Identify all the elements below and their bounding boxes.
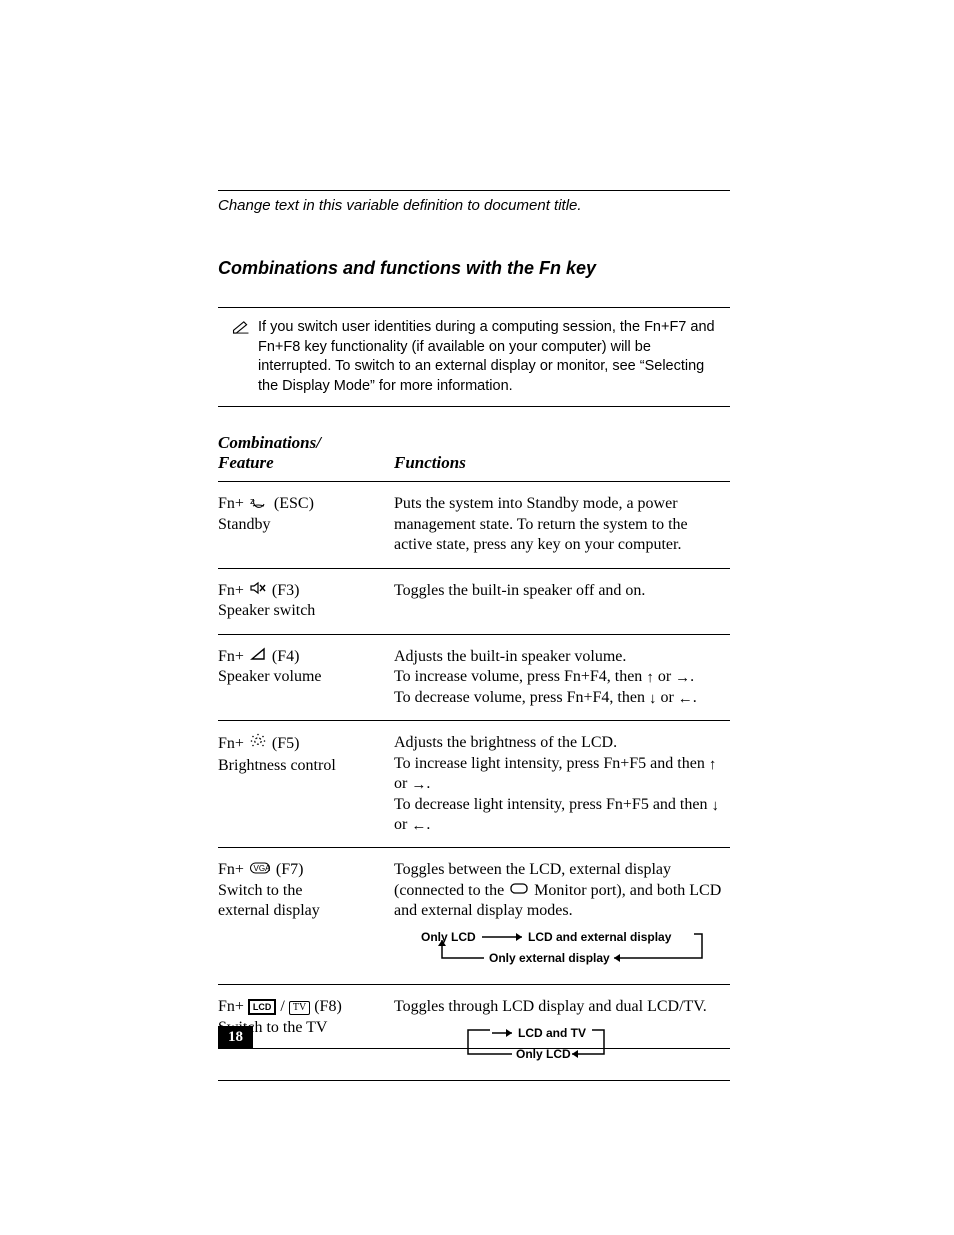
svg-text:LCD and external display: LCD and external display: [528, 930, 672, 944]
combo-cell: Fn+ (ESC) Standby: [218, 482, 394, 568]
section-title: Combinations and functions with the Fn k…: [218, 258, 730, 279]
note-box: If you switch user identities during a c…: [218, 307, 730, 407]
combo-cell: Fn+ (F4) Speaker volume: [218, 634, 394, 720]
arrow-right-icon: →: [411, 775, 426, 794]
monitor-port-icon: [510, 881, 528, 901]
func-cell: Toggles between the LCD, external displa…: [394, 848, 730, 985]
diagram-label: Only LCD: [421, 930, 476, 944]
vga-icon: [250, 861, 270, 881]
lcd-key-icon: LCD: [248, 999, 277, 1015]
combo-cell: Fn+ (F5) Brightness control: [218, 721, 394, 848]
header-rule: [218, 190, 730, 191]
th-combinations: Combinations/ Feature: [218, 425, 394, 482]
running-header: Change text in this variable definition …: [218, 197, 730, 214]
combo-cell: Fn+ (F7) Switch to the external display: [218, 848, 394, 985]
th-functions: Functions: [394, 425, 730, 482]
standby-icon: [250, 494, 268, 514]
svg-text:Only external display: Only external display: [489, 951, 610, 965]
tv-key-icon: TV: [289, 1001, 310, 1015]
table-row: Fn+ (F7) Switch to the external display …: [218, 848, 730, 985]
volume-icon: [250, 647, 266, 667]
arrow-right-icon: →: [675, 668, 690, 687]
func-cell: Puts the system into Standby mode, a pow…: [394, 482, 730, 568]
table-row: Fn+ (F4) Speaker volume Adjusts the buil…: [218, 634, 730, 720]
page-footer: 18: [218, 1026, 730, 1049]
note-text: If you switch user identities during a c…: [258, 318, 726, 396]
func-cell: Adjusts the built-in speaker volume. To …: [394, 634, 730, 720]
table-row: Fn+ (F5) Brightness control Adjusts the …: [218, 721, 730, 848]
speaker-mute-icon: [250, 581, 266, 601]
fn-key-table: Combinations/ Feature Functions Fn+ (ESC…: [218, 425, 730, 1081]
arrow-up-icon: ↑: [646, 668, 654, 687]
combo-cell: Fn+ (F3) Speaker switch: [218, 568, 394, 634]
func-cell: Toggles the built-in speaker off and on.: [394, 568, 730, 634]
arrow-left-icon: ←: [678, 689, 693, 708]
table-row: Fn+ (F3) Speaker switch Toggles the buil…: [218, 568, 730, 634]
brightness-icon: [250, 733, 266, 755]
table-row: Fn+ (ESC) Standby Puts the system into S…: [218, 482, 730, 568]
note-icon: [232, 320, 250, 396]
display-cycle-diagram: Only LCD LCD and external display Only e…: [394, 928, 724, 972]
document-page: Change text in this variable definition …: [0, 0, 954, 1235]
page-number: 18: [218, 1026, 253, 1049]
arrow-down-icon: ↓: [711, 796, 719, 815]
func-cell: Adjusts the brightness of the LCD. To in…: [394, 721, 730, 848]
arrow-up-icon: ↑: [709, 755, 717, 774]
arrow-left-icon: ←: [411, 816, 426, 835]
